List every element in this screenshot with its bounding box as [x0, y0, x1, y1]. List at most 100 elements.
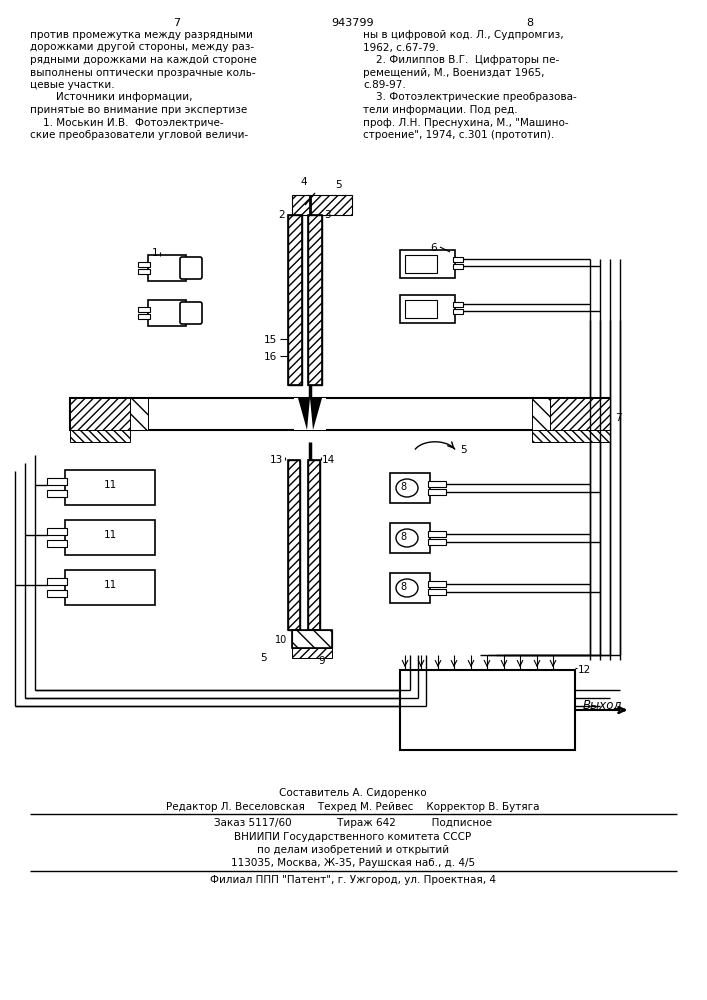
- Text: 5: 5: [460, 445, 467, 455]
- Bar: [405, 300, 437, 318]
- Bar: [47, 578, 67, 585]
- Bar: [532, 398, 550, 430]
- Bar: [47, 478, 67, 485]
- Text: 113035, Москва, Ж-35, Раушская наб., д. 4/5: 113035, Москва, Ж-35, Раушская наб., д. …: [231, 858, 475, 868]
- Bar: [70, 398, 610, 430]
- Ellipse shape: [396, 579, 418, 597]
- Text: 3: 3: [324, 210, 331, 220]
- Ellipse shape: [396, 529, 418, 547]
- Polygon shape: [298, 398, 310, 430]
- FancyBboxPatch shape: [180, 302, 202, 324]
- Bar: [400, 670, 575, 750]
- Bar: [390, 573, 430, 603]
- Bar: [288, 215, 302, 385]
- Text: 2. Филиппов В.Г.  Цифраторы пе-: 2. Филиппов В.Г. Цифраторы пе-: [363, 55, 559, 65]
- Bar: [405, 255, 437, 273]
- Text: 6: 6: [430, 243, 437, 253]
- Bar: [292, 195, 352, 215]
- Text: тели информации. Под ред.: тели информации. Под ред.: [363, 105, 518, 115]
- Text: 1: 1: [152, 248, 158, 258]
- Text: 1. Моськин И.В.  Фотоэлектриче-: 1. Моськин И.В. Фотоэлектриче-: [30, 117, 223, 127]
- Text: дорожками другой стороны, между раз-: дорожками другой стороны, между раз-: [30, 42, 254, 52]
- Bar: [550, 398, 610, 430]
- Text: ремещений, М., Воениздат 1965,: ремещений, М., Воениздат 1965,: [363, 68, 544, 78]
- Text: проф. Л.Н. Преснухина, М., "Машино-: проф. Л.Н. Преснухина, М., "Машино-: [363, 117, 568, 127]
- Bar: [292, 630, 332, 648]
- Bar: [292, 630, 332, 648]
- FancyBboxPatch shape: [180, 257, 202, 279]
- Bar: [400, 295, 455, 323]
- Bar: [308, 460, 320, 630]
- Bar: [453, 257, 463, 262]
- Text: 15: 15: [264, 335, 277, 345]
- Bar: [428, 489, 446, 495]
- Bar: [308, 460, 320, 630]
- Text: 10: 10: [275, 635, 287, 645]
- Text: по делам изобретений и открытий: по делам изобретений и открытий: [257, 845, 449, 855]
- Bar: [138, 307, 150, 312]
- Text: 8: 8: [400, 482, 406, 492]
- Bar: [288, 460, 300, 630]
- Text: строение", 1974, с.301 (прототип).: строение", 1974, с.301 (прототип).: [363, 130, 554, 140]
- Text: выполнены оптически прозрачные коль-: выполнены оптически прозрачные коль-: [30, 68, 256, 78]
- Text: Составитель А. Сидоренко: Составитель А. Сидоренко: [279, 788, 427, 798]
- Text: 16: 16: [264, 352, 277, 362]
- Bar: [453, 264, 463, 269]
- Text: 11: 11: [103, 480, 117, 490]
- Text: рядными дорожками на каждой стороне: рядными дорожками на каждой стороне: [30, 55, 257, 65]
- Text: 8: 8: [400, 532, 406, 542]
- Bar: [390, 523, 430, 553]
- Text: 8: 8: [400, 582, 406, 592]
- Bar: [130, 398, 148, 430]
- Text: Выход: Выход: [583, 698, 623, 711]
- Text: Редактор Л. Веселовская    Техред М. Рейвес    Корректор В. Бутяга: Редактор Л. Веселовская Техред М. Рейвес…: [166, 802, 539, 812]
- Text: цевые участки.: цевые участки.: [30, 80, 115, 90]
- Bar: [294, 398, 326, 430]
- Bar: [453, 309, 463, 314]
- Bar: [288, 460, 300, 630]
- Text: 14: 14: [322, 455, 335, 465]
- Bar: [138, 262, 150, 267]
- Bar: [70, 430, 130, 442]
- Text: 11: 11: [103, 530, 117, 540]
- Bar: [47, 590, 67, 597]
- Text: 7: 7: [615, 413, 621, 423]
- Text: 8: 8: [527, 18, 534, 28]
- Bar: [532, 430, 610, 442]
- Bar: [428, 539, 446, 545]
- Bar: [47, 528, 67, 535]
- Text: 7: 7: [173, 18, 180, 28]
- Text: 12: 12: [578, 665, 591, 675]
- Bar: [428, 531, 446, 537]
- Bar: [288, 215, 302, 385]
- Bar: [428, 581, 446, 587]
- Text: 2: 2: [279, 210, 285, 220]
- Text: Филиал ППП "Патент", г. Ужгород, ул. Проектная, 4: Филиал ППП "Патент", г. Ужгород, ул. Про…: [210, 875, 496, 885]
- Text: против промежутка между разрядными: против промежутка между разрядными: [30, 30, 253, 40]
- Text: ВНИИПИ Государственного комитета СССР: ВНИИПИ Государственного комитета СССР: [235, 832, 472, 842]
- Text: 11: 11: [103, 580, 117, 590]
- Text: 5: 5: [260, 653, 267, 663]
- Bar: [308, 215, 322, 385]
- Bar: [65, 470, 155, 505]
- Bar: [70, 398, 130, 430]
- Ellipse shape: [396, 479, 418, 497]
- Bar: [400, 250, 455, 278]
- Text: ны в цифровой код. Л., Судпромгиз,: ны в цифровой код. Л., Судпромгиз,: [363, 30, 563, 40]
- Bar: [390, 473, 430, 503]
- Bar: [65, 520, 155, 555]
- Bar: [148, 255, 186, 281]
- Text: ские преобразователи угловой величи-: ские преобразователи угловой величи-: [30, 130, 248, 140]
- Bar: [292, 648, 332, 658]
- Bar: [308, 215, 322, 385]
- Text: 13: 13: [270, 455, 283, 465]
- Text: 4: 4: [300, 177, 307, 187]
- Text: принятые во внимание при экспертизе: принятые во внимание при экспертизе: [30, 105, 247, 115]
- Bar: [148, 300, 186, 326]
- Bar: [65, 570, 155, 605]
- Bar: [453, 302, 463, 307]
- Text: с.89-97.: с.89-97.: [363, 80, 406, 90]
- Text: Заказ 5117/60              Тираж 642           Подписное: Заказ 5117/60 Тираж 642 Подписное: [214, 818, 492, 828]
- Text: Источники информации,: Источники информации,: [30, 93, 192, 103]
- Bar: [138, 314, 150, 319]
